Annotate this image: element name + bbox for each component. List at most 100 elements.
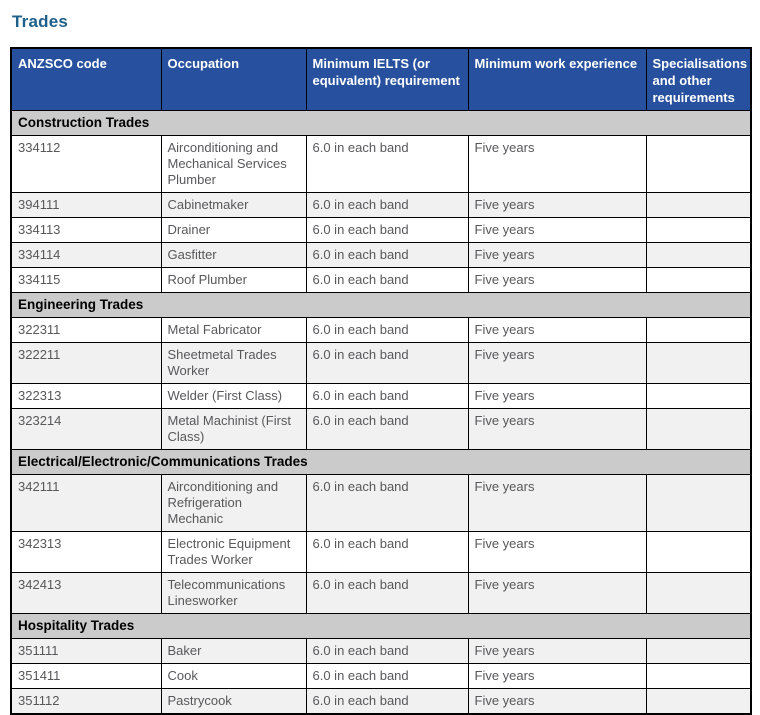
cell-specialisations (645, 408, 752, 450)
table-row: 351112 Pastrycook 6.0 in each band Five … (10, 688, 752, 715)
cell-occupation: Airconditioning and Mechanical Services … (160, 135, 307, 193)
cell-specialisations (645, 474, 752, 532)
cell-work-experience: Five years (467, 217, 647, 243)
cell-occupation: Cabinetmaker (160, 192, 307, 218)
cell-occupation: Gasfitter (160, 242, 307, 268)
cell-work-experience: Five years (467, 383, 647, 409)
cell-occupation: Drainer (160, 217, 307, 243)
cell-anzsco-code: 394111 (10, 192, 162, 218)
cell-work-experience: Five years (467, 408, 647, 450)
cell-ielts: 6.0 in each band (305, 531, 469, 573)
cell-specialisations (645, 531, 752, 573)
cell-occupation: Sheetmetal Trades Worker (160, 342, 307, 384)
section-title-construction-trades: Construction Trades (10, 110, 752, 136)
cell-specialisations (645, 383, 752, 409)
table-row: 322211 Sheetmetal Trades Worker 6.0 in e… (10, 342, 752, 384)
cell-work-experience: Five years (467, 663, 647, 689)
cell-work-experience: Five years (467, 688, 647, 715)
cell-anzsco-code: 342313 (10, 531, 162, 573)
cell-ielts: 6.0 in each band (305, 135, 469, 193)
cell-occupation: Pastrycook (160, 688, 307, 715)
section-title-engineering-trades: Engineering Trades (10, 292, 752, 318)
cell-specialisations (645, 317, 752, 343)
table-row: 334114 Gasfitter 6.0 in each band Five y… (10, 242, 752, 268)
table-row: 342413 Telecommunications Linesworker 6.… (10, 572, 752, 614)
cell-ielts: 6.0 in each band (305, 242, 469, 268)
cell-work-experience: Five years (467, 317, 647, 343)
table-row: 334115 Roof Plumber 6.0 in each band Fiv… (10, 267, 752, 293)
cell-occupation: Roof Plumber (160, 267, 307, 293)
cell-occupation: Baker (160, 638, 307, 664)
cell-occupation: Airconditioning and Refrigeration Mechan… (160, 474, 307, 532)
cell-anzsco-code: 351411 (10, 663, 162, 689)
cell-specialisations (645, 638, 752, 664)
table-row: 351411 Cook 6.0 in each band Five years (10, 663, 752, 689)
section-title-electrical-trades: Electrical/Electronic/Communications Tra… (10, 449, 752, 475)
cell-anzsco-code: 334115 (10, 267, 162, 293)
cell-ielts: 6.0 in each band (305, 688, 469, 715)
section-header-row: Engineering Trades (10, 292, 752, 318)
cell-occupation: Metal Machinist (First Class) (160, 408, 307, 450)
column-header-anzsco-code: ANZSCO code (10, 47, 162, 111)
cell-ielts: 6.0 in each band (305, 408, 469, 450)
trades-table: ANZSCO code Occupation Minimum IELTS (or… (10, 47, 752, 715)
cell-anzsco-code: 351112 (10, 688, 162, 715)
cell-work-experience: Five years (467, 572, 647, 614)
cell-anzsco-code: 322211 (10, 342, 162, 384)
cell-ielts: 6.0 in each band (305, 317, 469, 343)
table-row: 322313 Welder (First Class) 6.0 in each … (10, 383, 752, 409)
column-header-specialisations: Specialisations and other requirements (645, 47, 752, 111)
table-header: ANZSCO code Occupation Minimum IELTS (or… (10, 47, 752, 111)
cell-anzsco-code: 351111 (10, 638, 162, 664)
cell-specialisations (645, 342, 752, 384)
cell-work-experience: Five years (467, 531, 647, 573)
cell-occupation: Cook (160, 663, 307, 689)
cell-ielts: 6.0 in each band (305, 192, 469, 218)
table-row: 394111 Cabinetmaker 6.0 in each band Fiv… (10, 192, 752, 218)
table-body: Construction Trades 334112 Airconditioni… (10, 110, 752, 715)
cell-ielts: 6.0 in each band (305, 383, 469, 409)
cell-work-experience: Five years (467, 135, 647, 193)
cell-work-experience: Five years (467, 267, 647, 293)
cell-ielts: 6.0 in each band (305, 474, 469, 532)
cell-ielts: 6.0 in each band (305, 663, 469, 689)
cell-specialisations (645, 663, 752, 689)
table-row: 342313 Electronic Equipment Trades Worke… (10, 531, 752, 573)
cell-anzsco-code: 334114 (10, 242, 162, 268)
column-header-work-experience: Minimum work experience (467, 47, 647, 111)
cell-specialisations (645, 135, 752, 193)
table-row: 334112 Airconditioning and Mechanical Se… (10, 135, 752, 193)
cell-work-experience: Five years (467, 474, 647, 532)
cell-occupation: Telecommunications Linesworker (160, 572, 307, 614)
table-row: 334113 Drainer 6.0 in each band Five yea… (10, 217, 752, 243)
section-header-row: Construction Trades (10, 110, 752, 136)
cell-occupation: Welder (First Class) (160, 383, 307, 409)
cell-occupation: Electronic Equipment Trades Worker (160, 531, 307, 573)
table-row: 322311 Metal Fabricator 6.0 in each band… (10, 317, 752, 343)
section-title-hospitality-trades: Hospitality Trades (10, 613, 752, 639)
section-header-row: Electrical/Electronic/Communications Tra… (10, 449, 752, 475)
cell-work-experience: Five years (467, 342, 647, 384)
cell-anzsco-code: 322311 (10, 317, 162, 343)
cell-ielts: 6.0 in each band (305, 267, 469, 293)
cell-specialisations (645, 242, 752, 268)
table-row: 342111 Airconditioning and Refrigeration… (10, 474, 752, 532)
cell-ielts: 6.0 in each band (305, 342, 469, 384)
cell-anzsco-code: 323214 (10, 408, 162, 450)
page-title: Trades (12, 12, 69, 31)
cell-specialisations (645, 192, 752, 218)
table-row: 323214 Metal Machinist (First Class) 6.0… (10, 408, 752, 450)
cell-ielts: 6.0 in each band (305, 638, 469, 664)
cell-work-experience: Five years (467, 638, 647, 664)
cell-occupation: Metal Fabricator (160, 317, 307, 343)
cell-anzsco-code: 322313 (10, 383, 162, 409)
section-header-row: Hospitality Trades (10, 613, 752, 639)
header-row: ANZSCO code Occupation Minimum IELTS (or… (10, 47, 752, 111)
cell-specialisations (645, 217, 752, 243)
cell-work-experience: Five years (467, 192, 647, 218)
cell-anzsco-code: 342413 (10, 572, 162, 614)
column-header-ielts-requirement: Minimum IELTS (or equivalent) requiremen… (305, 47, 469, 111)
cell-anzsco-code: 342111 (10, 474, 162, 532)
cell-specialisations (645, 267, 752, 293)
